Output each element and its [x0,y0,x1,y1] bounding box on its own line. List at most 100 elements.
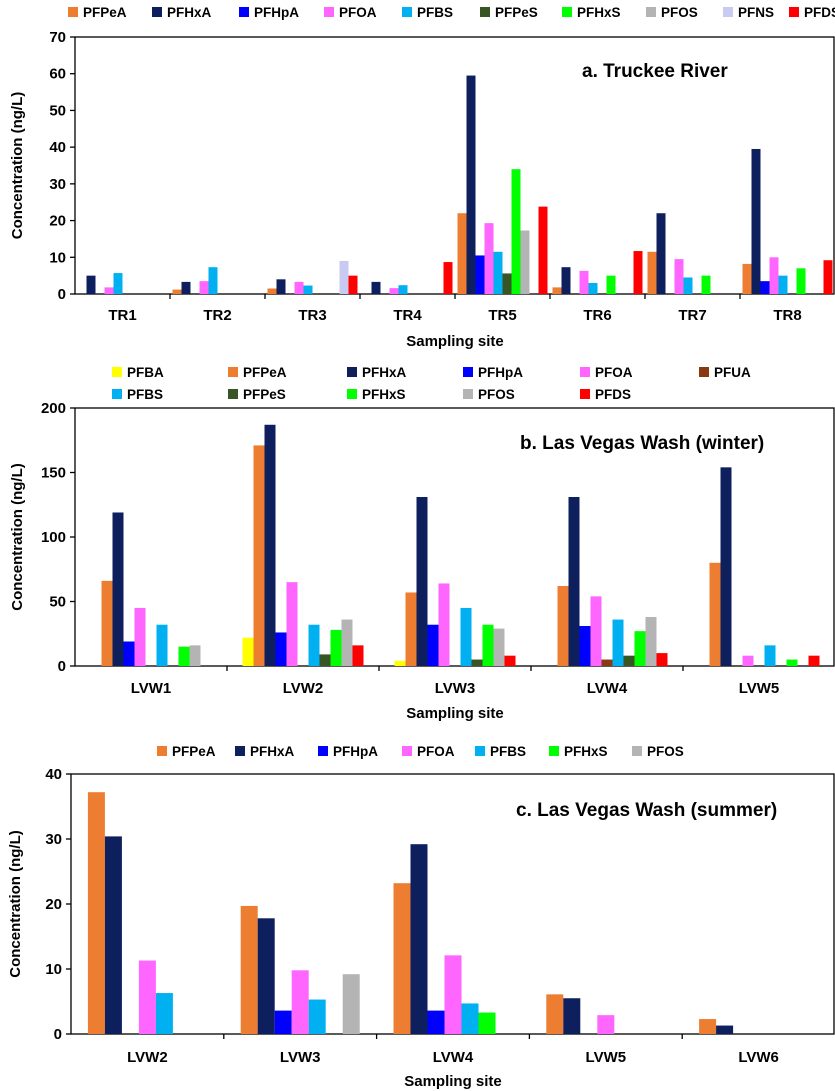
legend-swatch-pfbs [475,746,485,756]
legend-swatch-pfbs [112,389,122,399]
bar-pfhxa-tr3 [276,279,286,294]
y-tick-label: 0 [54,1026,62,1043]
x-tick-label: LVW4 [587,680,628,697]
bar-pfhxa-tr1 [86,275,96,294]
legend-label-pfhxa: PFHxA [167,5,212,20]
x-tick-label: TR4 [393,307,422,324]
bar-pfbs-lvw2 [308,624,320,666]
x-tick-label: LVW1 [131,680,172,697]
chart-title: a. Truckee River [582,61,728,82]
x-tick-label: TR7 [678,307,706,324]
bar-pfoa-tr5 [484,223,494,294]
bar-pfua-lvw4 [601,659,613,666]
bar-pfhxa-lvw4 [410,844,428,1034]
bar-pfoa-tr4 [389,288,399,294]
bar-pfpea-lvw4 [557,586,569,666]
bar-pfds-lvw4 [656,653,668,666]
x-tick-label: TR3 [298,307,326,324]
bar-pfbs-lvw5 [764,645,776,666]
y-tick-label: 60 [49,66,66,83]
bar-pfbs-lvw1 [156,624,168,666]
bar-pfpea-lvw4 [393,883,411,1034]
y-tick-label: 70 [49,29,66,46]
bar-pfhxs-tr5 [511,169,521,294]
bar-pfoa-tr7 [674,259,684,294]
bar-pfds-tr5 [538,206,548,294]
bar-pfhxa-tr7 [656,213,666,294]
x-tick-label: TR2 [203,307,231,324]
bar-pfpea-tr7 [647,251,657,294]
legend-label-pfos: PFOS [478,387,515,402]
y-tick-label: 50 [49,102,66,119]
bar-pfhxs-tr8 [796,268,806,294]
bar-pfhxs-lvw3 [482,624,494,666]
legend-swatch-pfns [723,7,733,17]
bar-pfds-lvw3 [504,655,516,666]
bar-pfpea-lvw5 [709,562,721,666]
legend-label-pfhxs: PFHxS [362,387,406,402]
bar-pfhxs-lvw1 [178,646,190,666]
y-tick-label: 0 [58,658,66,675]
bar-pfhpa-tr5 [475,255,485,294]
y-tick-label: 20 [45,896,62,913]
legend-label-pfhpa: PFHpA [254,5,299,20]
y-axis-title: Concentration (ng/L) [9,92,26,239]
x-tick-label: LVW2 [127,1049,168,1066]
bar-pfoa-lvw1 [134,607,146,666]
bar-pfbs-lvw4 [461,1003,479,1034]
legend-label-pfhpa: PFHpA [478,365,523,380]
x-tick-label: TR8 [773,307,801,324]
y-tick-label: 40 [49,139,66,156]
legend-swatch-pfhxs [549,746,559,756]
bar-pfbs-lvw3 [460,607,472,666]
bar-pfds-tr4 [443,262,453,294]
bar-pfbs-lvw4 [612,619,624,666]
legend-label-pfhxa: PFHxA [250,744,295,759]
bar-pfoa-lvw4 [444,955,462,1034]
bar-pfpea-lvw2 [87,792,105,1034]
bar-pfoa-lvw3 [291,970,309,1034]
bar-pfhxa-lvw5 [563,998,581,1034]
legend-swatch-pfds [580,389,590,399]
legend-label-pfbs: PFBS [490,744,526,759]
bar-pfoa-tr8 [769,257,779,294]
y-tick-label: 30 [49,176,66,193]
legend-swatch-pfpea [157,746,167,756]
bar-pfos-lvw1 [189,645,201,666]
legend-label-pfoa: PFOA [595,365,633,380]
legend-swatch-pfhpa [239,7,249,17]
x-axis-title: Sampling site [404,1073,502,1090]
bar-pfhxs-lvw4 [634,631,646,666]
x-axis-title: Sampling site [406,333,504,350]
bar-pfpea-lvw2 [253,445,265,666]
bar-pfpea-tr3 [267,288,277,294]
bar-pfhpa-lvw1 [123,641,135,666]
legend-label-pfbs: PFBS [417,5,453,20]
bar-pfhxa-tr2 [181,281,191,294]
bar-pfhxs-tr7 [701,275,711,294]
bar-pfbs-tr3 [303,285,313,294]
bar-pfoa-lvw5 [742,655,754,666]
legend-label-pfpes: PFPeS [243,387,286,402]
bar-pfhxa-lvw3 [416,497,428,666]
bar-pfoa-lvw5 [597,1015,615,1034]
x-tick-label: LVW4 [433,1049,474,1066]
legend-swatch-pfhxa [347,367,357,377]
bar-pfos-lvw4 [645,616,657,666]
bar-pfpea-tr6 [552,287,562,294]
bar-pfbs-tr5 [493,251,503,294]
legend-swatch-pfhpa [463,367,473,377]
legend-label-pfhxa: PFHxA [362,365,407,380]
x-tick-label: TR5 [488,307,516,324]
bar-pfoa-lvw3 [438,583,450,666]
y-tick-label: 40 [45,766,62,783]
bar-pfhxa-tr4 [371,281,381,294]
chart-title: b. Las Vegas Wash (winter) [520,433,764,454]
y-tick-label: 200 [41,400,66,417]
bar-pfos-lvw3 [342,974,360,1034]
bar-pfpes-tr5 [502,273,512,294]
y-tick-label: 150 [41,465,66,482]
bar-pfpea-lvw1 [101,580,113,666]
bar-pfbs-lvw3 [308,999,326,1034]
y-axis-title: Concentration (ng/L) [7,830,24,977]
